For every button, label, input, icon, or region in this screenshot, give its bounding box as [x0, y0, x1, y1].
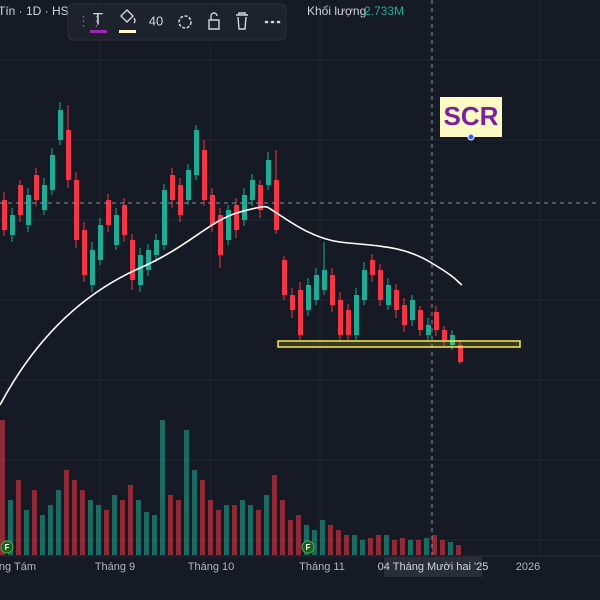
lock-button[interactable] [208, 12, 220, 30]
font-size[interactable]: 40 [149, 13, 163, 28]
time-label: Tháng 9 [95, 561, 135, 573]
annotation-text: SCR [444, 101, 499, 131]
time-label: 2026 [516, 561, 540, 573]
time-highlight [384, 557, 482, 577]
marker[interactable] [301, 540, 315, 554]
moving-average [0, 205, 463, 406]
volume [0, 420, 461, 555]
delete-button[interactable] [236, 12, 248, 30]
annotation-box[interactable] [440, 97, 502, 137]
text-tool[interactable]: T [93, 9, 103, 28]
time-label: 04 Tháng Mười hai '25 [378, 561, 489, 573]
anchor-dot[interactable] [467, 133, 475, 141]
candles [2, 102, 463, 364]
time-label: Tháng 11 [299, 561, 345, 573]
drag-handle[interactable]: ⋮⋮ [77, 13, 103, 28]
settings-button[interactable] [178, 15, 192, 29]
volume-value: 2.733M [364, 4, 404, 18]
volume-label: Khối lượng [307, 4, 366, 18]
time-label: Tháng Tám [0, 561, 36, 573]
fill-color [119, 30, 136, 33]
marker-label: F [306, 543, 311, 552]
marker-label: F [5, 543, 10, 552]
symbol-header: Tín · 1D · HSX [0, 4, 77, 18]
marker[interactable] [0, 540, 14, 554]
support-box[interactable] [277, 340, 521, 348]
time-label: Tháng 10 [188, 561, 234, 573]
drawing-toolbar: ⋮⋮ T 40 [67, 3, 287, 41]
text-color [90, 30, 107, 33]
time-axis: Tháng Tám Tháng 9 Tháng 10 Tháng 11 04 T… [0, 561, 540, 573]
crosshair [0, 0, 600, 555]
fill-tool[interactable] [120, 9, 136, 24]
markers: F F [0, 540, 315, 554]
